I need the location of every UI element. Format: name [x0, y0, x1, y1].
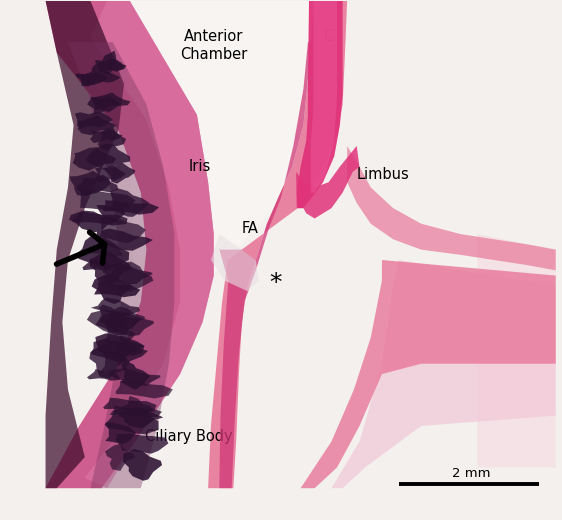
Polygon shape: [77, 175, 118, 195]
Polygon shape: [103, 262, 153, 292]
Polygon shape: [110, 368, 160, 386]
Polygon shape: [105, 444, 135, 471]
Polygon shape: [115, 336, 144, 356]
Polygon shape: [76, 70, 120, 86]
Polygon shape: [99, 311, 154, 336]
Polygon shape: [110, 307, 145, 330]
Polygon shape: [208, 1, 347, 488]
Polygon shape: [87, 93, 130, 109]
Polygon shape: [95, 165, 126, 183]
Polygon shape: [296, 146, 360, 218]
Polygon shape: [103, 398, 157, 412]
Polygon shape: [98, 127, 126, 150]
Polygon shape: [301, 260, 556, 488]
Polygon shape: [87, 309, 139, 335]
Polygon shape: [102, 263, 153, 284]
Polygon shape: [86, 144, 130, 170]
Polygon shape: [115, 381, 173, 398]
Polygon shape: [97, 51, 124, 74]
Text: 2 mm: 2 mm: [452, 467, 491, 480]
Polygon shape: [68, 42, 174, 488]
Polygon shape: [76, 115, 116, 135]
Polygon shape: [70, 171, 111, 196]
Polygon shape: [103, 200, 159, 215]
Polygon shape: [104, 318, 136, 349]
Text: Iris: Iris: [189, 159, 211, 174]
Polygon shape: [343, 1, 556, 208]
Polygon shape: [116, 434, 169, 454]
Polygon shape: [120, 361, 150, 389]
Polygon shape: [105, 422, 136, 445]
Polygon shape: [219, 42, 312, 488]
Polygon shape: [75, 112, 113, 128]
Polygon shape: [87, 369, 120, 381]
Polygon shape: [91, 96, 120, 114]
Polygon shape: [311, 1, 337, 192]
Polygon shape: [124, 1, 337, 296]
Polygon shape: [76, 236, 129, 268]
Polygon shape: [94, 282, 140, 297]
Polygon shape: [72, 147, 116, 171]
Polygon shape: [69, 211, 117, 232]
Polygon shape: [91, 339, 148, 362]
Polygon shape: [105, 162, 135, 184]
Polygon shape: [123, 449, 162, 481]
Text: Limbus: Limbus: [357, 166, 410, 181]
Polygon shape: [85, 1, 214, 488]
Polygon shape: [233, 260, 556, 488]
Polygon shape: [111, 406, 162, 418]
Polygon shape: [91, 297, 140, 316]
Polygon shape: [89, 344, 126, 379]
Polygon shape: [71, 212, 128, 226]
Text: C: C: [324, 29, 334, 44]
Polygon shape: [119, 408, 163, 428]
Polygon shape: [105, 409, 158, 434]
Polygon shape: [97, 205, 125, 223]
Polygon shape: [347, 146, 556, 270]
Polygon shape: [97, 229, 153, 251]
Polygon shape: [80, 190, 135, 212]
Polygon shape: [99, 217, 146, 243]
Polygon shape: [121, 396, 152, 416]
Polygon shape: [92, 274, 132, 304]
Text: Ciliary Body: Ciliary Body: [144, 429, 232, 444]
Polygon shape: [96, 333, 144, 358]
Text: FA: FA: [242, 221, 259, 236]
Polygon shape: [90, 128, 123, 143]
Polygon shape: [46, 1, 214, 488]
Text: Anterior
Chamber: Anterior Chamber: [180, 29, 247, 61]
Polygon shape: [46, 1, 124, 488]
Polygon shape: [90, 252, 132, 285]
Polygon shape: [89, 241, 123, 258]
Polygon shape: [110, 188, 149, 217]
Polygon shape: [297, 1, 343, 208]
Polygon shape: [211, 234, 259, 291]
Polygon shape: [101, 351, 130, 373]
Polygon shape: [92, 59, 126, 73]
Polygon shape: [96, 305, 129, 332]
Polygon shape: [477, 234, 556, 467]
Polygon shape: [83, 258, 111, 270]
Polygon shape: [75, 70, 107, 86]
Text: *: *: [269, 271, 282, 295]
